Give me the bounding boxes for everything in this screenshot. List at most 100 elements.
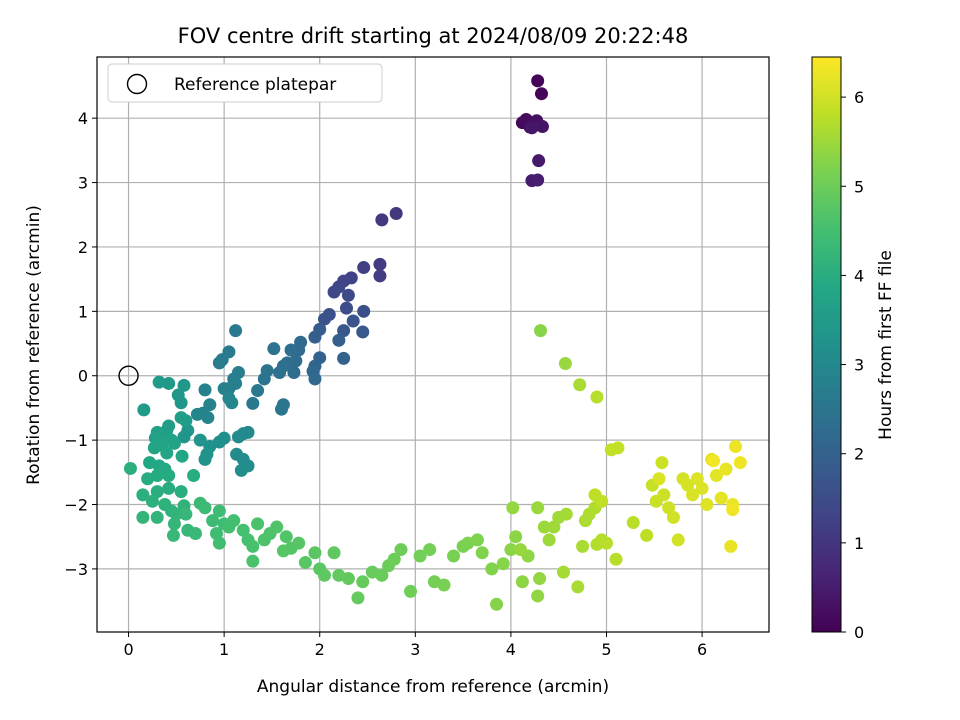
data-point	[534, 87, 548, 101]
data-point	[640, 528, 654, 542]
data-point	[686, 488, 700, 502]
x-tick-label: 5	[601, 640, 611, 659]
data-point	[532, 154, 546, 168]
data-point	[337, 351, 351, 365]
data-point	[559, 507, 573, 521]
data-point	[357, 304, 371, 318]
data-point	[531, 589, 545, 603]
data-point	[160, 446, 174, 460]
x-tick-label: 0	[123, 640, 133, 659]
scatter-points	[118, 74, 747, 611]
data-point	[167, 436, 181, 450]
data-point	[389, 206, 403, 220]
data-point	[655, 456, 669, 470]
data-point	[356, 575, 370, 589]
data-point	[270, 520, 284, 534]
data-point	[327, 546, 341, 560]
data-point	[506, 501, 520, 515]
data-point	[327, 285, 341, 299]
data-point	[246, 396, 260, 410]
legend-box	[107, 63, 383, 103]
data-point	[726, 503, 740, 517]
data-point	[251, 384, 265, 398]
data-point	[212, 356, 226, 370]
data-point	[287, 366, 301, 380]
x-tick-label: 2	[315, 640, 325, 659]
data-point	[387, 552, 401, 566]
data-point	[573, 378, 587, 392]
data-point	[231, 430, 245, 444]
colorbar-tick-label: 0	[854, 623, 864, 642]
data-point	[318, 568, 332, 582]
data-point	[188, 526, 202, 540]
data-point	[542, 533, 556, 547]
data-point	[292, 536, 306, 550]
data-point	[177, 378, 191, 392]
x-tick-label: 1	[219, 640, 229, 659]
data-point	[123, 461, 137, 475]
data-point	[337, 324, 351, 338]
data-point	[150, 485, 164, 499]
data-point	[700, 498, 714, 512]
data-point	[246, 554, 260, 568]
data-point	[187, 469, 201, 483]
x-tick-label: 4	[506, 640, 516, 659]
colorbar-tick-label: 6	[854, 88, 864, 107]
data-point	[136, 488, 150, 502]
data-point	[681, 478, 695, 492]
colorbar-tick-label: 1	[854, 534, 864, 553]
data-point	[201, 411, 215, 425]
data-point	[162, 469, 176, 483]
data-point	[339, 301, 353, 315]
reference-platepar-marker	[118, 365, 139, 386]
data-point	[714, 491, 728, 505]
x-axis-label: Angular distance from reference (arcmin)	[257, 677, 609, 697]
data-point	[351, 591, 365, 605]
data-point	[308, 372, 322, 386]
data-point	[198, 452, 212, 466]
data-point	[236, 523, 250, 537]
data-point	[666, 510, 680, 524]
data-point	[626, 516, 640, 530]
legend-label: Reference platepar	[174, 75, 336, 95]
data-point	[375, 213, 389, 227]
data-point	[212, 504, 226, 518]
data-point	[174, 485, 188, 499]
colorbar	[811, 56, 842, 633]
data-point	[298, 555, 312, 569]
y-axis-label: Rotation from reference (arcmin)	[24, 205, 44, 485]
colorbar-tick-label: 3	[854, 356, 864, 375]
data-point	[437, 578, 451, 592]
data-point	[171, 388, 185, 402]
data-point	[150, 510, 164, 524]
data-point	[709, 469, 723, 483]
data-point	[595, 494, 609, 508]
data-point	[276, 544, 290, 558]
data-point	[504, 543, 518, 557]
data-point	[162, 481, 176, 495]
data-point	[531, 74, 545, 88]
y-tick-label: 1	[78, 302, 88, 321]
data-point	[152, 375, 166, 389]
data-point	[707, 454, 721, 468]
data-point	[534, 324, 548, 338]
data-point	[724, 539, 738, 553]
data-point	[515, 575, 529, 589]
data-point	[509, 530, 523, 544]
data-point	[167, 517, 181, 531]
data-point	[308, 330, 322, 344]
data-point	[284, 343, 298, 357]
data-point	[198, 383, 212, 397]
data-point	[719, 462, 733, 476]
data-point	[423, 543, 437, 557]
data-point	[193, 433, 207, 447]
data-point	[227, 514, 241, 528]
data-point	[229, 324, 243, 338]
data-point	[234, 463, 248, 477]
data-point	[525, 121, 539, 135]
data-point	[169, 507, 183, 521]
data-point	[729, 440, 743, 454]
x-tick-label: 6	[697, 640, 707, 659]
data-point	[611, 441, 625, 455]
grid-lines	[97, 57, 769, 632]
